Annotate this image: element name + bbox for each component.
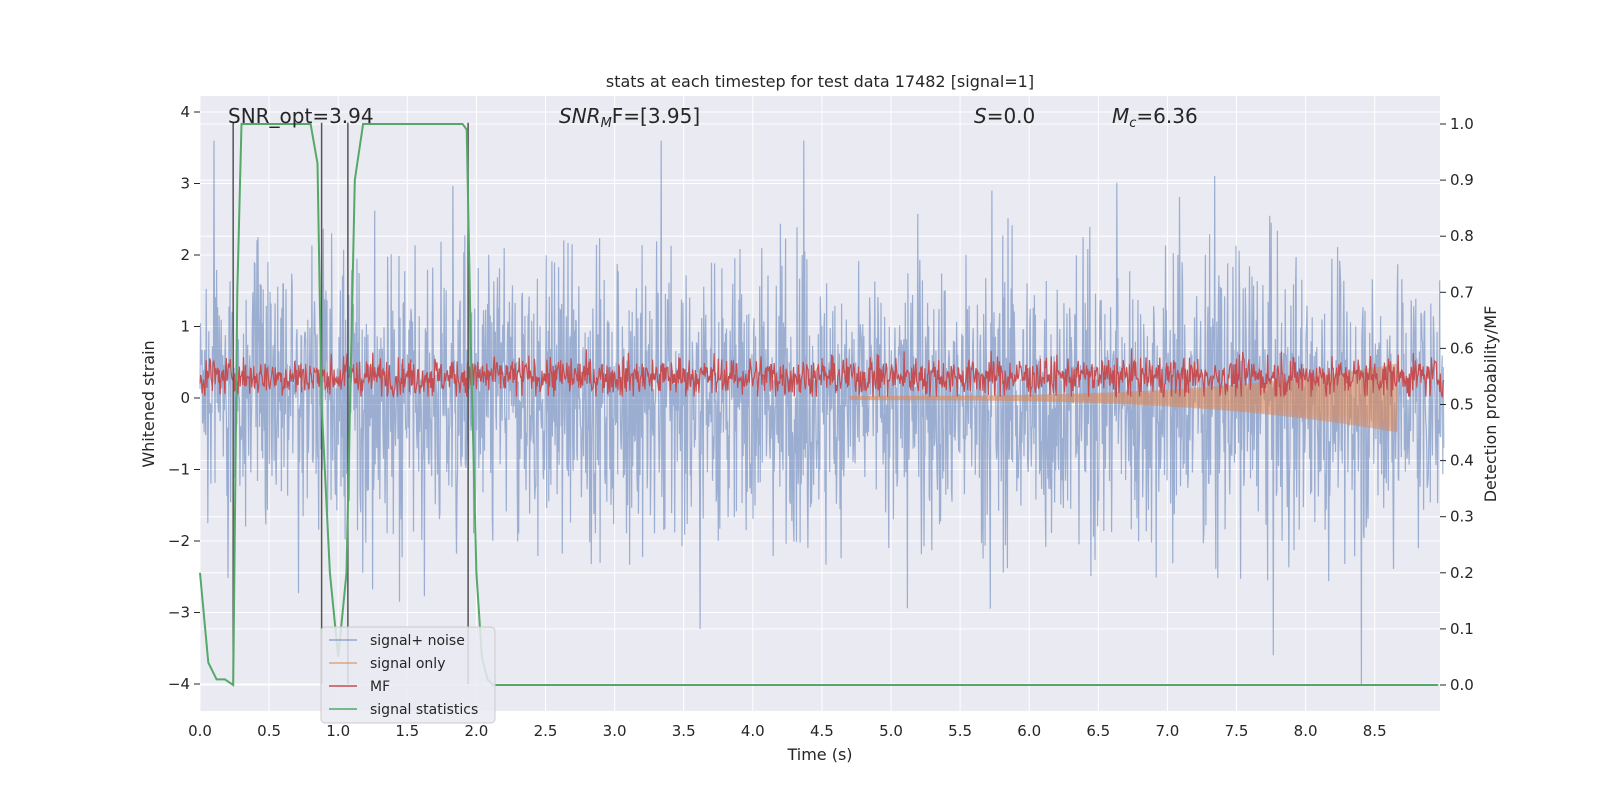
x-tick-label: 4.0 <box>741 722 765 740</box>
x-axis-label: Time (s) <box>786 745 852 764</box>
y2-tick-label: 0.9 <box>1450 171 1474 189</box>
x-tick-label: 8.5 <box>1363 722 1387 740</box>
x-tick-label: 2.5 <box>534 722 558 740</box>
legend-label-signal-noise: signal+ noise <box>370 633 465 649</box>
y-tick-label: 2 <box>180 246 190 264</box>
snr-mf-prefix: SNR <box>559 104 601 128</box>
snr-mf-subscript: M <box>601 116 612 131</box>
x-tick-label: 4.5 <box>810 722 834 740</box>
x-tick-label: 0.0 <box>188 722 212 740</box>
annotation-mc: Mc=6.36 <box>1112 104 1198 131</box>
y2-tick-label: 0.5 <box>1450 396 1474 414</box>
x-tick-label: 5.5 <box>948 722 972 740</box>
y2-axis-label: Detection probability/MF <box>1481 306 1500 503</box>
x-tick-label: 3.0 <box>603 722 627 740</box>
chart-title: stats at each timestep for test data 174… <box>606 72 1034 91</box>
tick-labels: 0.0 0.5 1.0 1.5 2.0 2.5 3.0 3.5 4.0 4.5 5.0 5.5 6.0 6… <box>168 103 1474 740</box>
x-tick-label: 1.5 <box>395 722 419 740</box>
y-axis-label: Whitened strain <box>139 340 158 467</box>
legend-label-statistics: signal statistics <box>370 702 478 718</box>
s-prefix: S <box>974 104 987 128</box>
snr-mf-suffix: F=[3.95] <box>612 104 700 128</box>
y-tick-label: 3 <box>180 175 190 193</box>
series-layer <box>199 140 1445 685</box>
annotation-s: S=0.0 <box>974 104 1035 128</box>
x-tick-label: 0.5 <box>257 722 281 740</box>
mc-value: =6.36 <box>1136 104 1197 128</box>
s-value: =0.0 <box>987 104 1036 128</box>
x-tick-label: 6.5 <box>1086 722 1110 740</box>
mc-prefix: M <box>1112 104 1129 128</box>
y2-tick-label: 0.3 <box>1450 508 1474 526</box>
legend: signal+ noise signal only MF signal stat… <box>320 626 496 724</box>
mc-subscript: c <box>1129 116 1136 131</box>
legend-box <box>320 626 496 724</box>
y2-tick-label: 0.6 <box>1450 339 1474 357</box>
x-tick-label: 8.0 <box>1294 722 1318 740</box>
annotation-snr-mf: SNRMF=[3.95] <box>559 104 700 131</box>
legend-label-mf: MF <box>370 679 390 695</box>
signal-noise-trace <box>199 140 1445 685</box>
x-tick-label: 2.0 <box>464 722 488 740</box>
x-tick-label: 1.0 <box>326 722 350 740</box>
x-tick-label: 7.0 <box>1155 722 1179 740</box>
y-tick-label: 4 <box>180 103 190 121</box>
y-tick-label: 0 <box>180 389 190 407</box>
y2-tick-label: 0.2 <box>1450 564 1474 582</box>
x-tick-label: 7.5 <box>1225 722 1249 740</box>
y2-tick-label: 1.0 <box>1450 115 1474 133</box>
x-tick-label: 6.0 <box>1017 722 1041 740</box>
y-tick-label: 1 <box>180 318 190 336</box>
y2-tick-label: 0.4 <box>1450 452 1474 470</box>
y-tick-label: −2 <box>168 532 190 550</box>
y2-tick-label: 0.0 <box>1450 676 1474 694</box>
y-tick-label: −3 <box>168 604 190 622</box>
mf-trace <box>199 348 1445 399</box>
y2-tick-label: 0.1 <box>1450 620 1474 638</box>
y2-tick-label: 0.7 <box>1450 283 1474 301</box>
y2-tick-label: 0.8 <box>1450 227 1474 245</box>
y-tick-label: −1 <box>168 461 190 479</box>
x-tick-label: 5.0 <box>879 722 903 740</box>
annotation-snr-opt: SNR_opt=3.94 <box>228 104 374 128</box>
x-tick-label: 3.5 <box>672 722 696 740</box>
legend-label-signal-only: signal only <box>370 656 445 672</box>
y-tick-label: −4 <box>168 675 190 693</box>
